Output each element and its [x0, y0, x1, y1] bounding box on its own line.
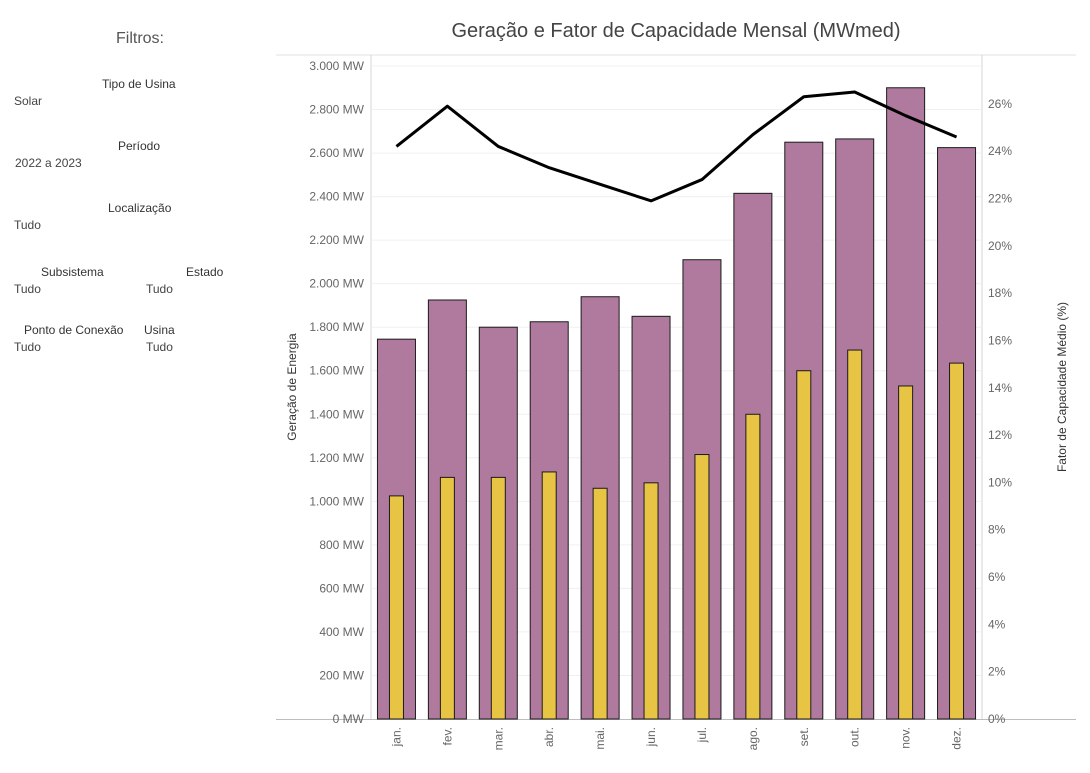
y2-tick-label: 16%: [988, 333, 1012, 347]
bar-secondary: [949, 362, 965, 720]
y2-tick-label: 0%: [988, 712, 1006, 726]
x-tick-label: fev.: [440, 727, 454, 745]
filters-panel: Filtros: Tipo de Usina Solar Período 202…: [0, 0, 275, 773]
y2-tick-label: 6%: [988, 570, 1006, 584]
y-tick-label: 3.000 MW: [309, 59, 364, 73]
capacity-factor-line: [395, 90, 958, 203]
bar-secondary: [541, 471, 557, 720]
bar-secondary: [388, 495, 404, 720]
bar-secondary: [847, 349, 863, 720]
y2-tick-label: 4%: [988, 617, 1006, 631]
bar-secondary: [745, 413, 761, 720]
filter-label-localizacao: Localização: [108, 201, 172, 215]
y-tick-label: 2.000 MW: [309, 277, 364, 291]
filter-value-ponto-conexao[interactable]: Tudo: [14, 340, 41, 354]
bar-secondary: [796, 370, 812, 720]
y-tick-label: 1.800 MW: [309, 320, 364, 334]
x-tick-label: set.: [797, 727, 811, 746]
bar-secondary: [643, 482, 659, 720]
bar-secondary: [592, 487, 608, 720]
y2-tick-label: 24%: [988, 144, 1012, 158]
filter-value-tipo-usina[interactable]: Solar: [14, 94, 43, 108]
filter-label-periodo: Período: [118, 139, 161, 153]
y2-axis-title: Fator de Capacidade Médio (%): [1055, 302, 1069, 472]
filter-label-ponto-conexao: Ponto de Conexão: [24, 323, 124, 337]
x-tick-label: jun.: [644, 727, 658, 747]
y2-tick-label: 2%: [988, 665, 1006, 679]
x-tick-label: dez.: [950, 727, 964, 750]
y-tick-label: 1.600 MW: [309, 364, 364, 378]
y-tick-label: 1.000 MW: [309, 494, 364, 508]
filter-value-subsistema[interactable]: Tudo: [14, 282, 41, 296]
y-tick-label: 2.400 MW: [309, 190, 364, 204]
y-tick-label: 600 MW: [319, 581, 364, 595]
filter-label-tipo-usina: Tipo de Usina: [102, 77, 176, 91]
filter-value-usina[interactable]: Tudo: [146, 340, 173, 354]
x-tick-label: abr.: [542, 727, 556, 747]
y-tick-label: 2.200 MW: [309, 233, 364, 247]
y2-tick-label: 22%: [988, 191, 1012, 205]
y-axis-title: Geração de Energia: [285, 333, 299, 441]
y-tick-label: 2.800 MW: [309, 103, 364, 117]
x-tick-label: out.: [848, 727, 862, 747]
y-tick-label: 1.400 MW: [309, 407, 364, 421]
y-tick-label: 400 MW: [319, 625, 364, 639]
y2-tick-label: 10%: [988, 475, 1012, 489]
x-tick-label: mai.: [593, 727, 607, 750]
y2-tick-label: 8%: [988, 523, 1006, 537]
y2-tick-label: 18%: [988, 286, 1012, 300]
y-tick-label: 200 MW: [319, 668, 364, 682]
bar-secondary: [898, 385, 914, 720]
filters-title: Filtros:: [116, 30, 164, 47]
y-tick-label: 1.200 MW: [309, 451, 364, 465]
chart-title: Geração e Fator de Capacidade Mensal (MW…: [451, 20, 901, 42]
y2-tick-label: 20%: [988, 239, 1012, 253]
x-tick-label: mar.: [491, 727, 505, 750]
y2-tick-label: 14%: [988, 381, 1012, 395]
y2-tick-label: 26%: [988, 97, 1012, 111]
bar-secondary: [694, 454, 710, 720]
filter-label-usina: Usina: [144, 323, 175, 337]
filter-label-estado: Estado: [186, 265, 224, 279]
filter-value-periodo[interactable]: 2022 a 2023: [15, 156, 82, 170]
y2-tick-label: 12%: [988, 428, 1012, 442]
y-tick-label: 800 MW: [319, 538, 364, 552]
bar-secondary: [439, 476, 455, 720]
filter-value-localizacao[interactable]: Tudo: [14, 218, 41, 232]
y-tick-label: 2.600 MW: [309, 146, 364, 160]
x-tick-label: ago.: [746, 727, 760, 750]
x-tick-label: jul.: [695, 727, 709, 743]
bar-secondary: [490, 476, 506, 720]
x-tick-label: nov.: [899, 727, 913, 749]
filter-label-subsistema: Subsistema: [41, 265, 104, 279]
x-tick-label: jan.: [389, 727, 403, 747]
filter-value-estado[interactable]: Tudo: [146, 282, 173, 296]
y-tick-label: 0 MW: [333, 712, 365, 726]
